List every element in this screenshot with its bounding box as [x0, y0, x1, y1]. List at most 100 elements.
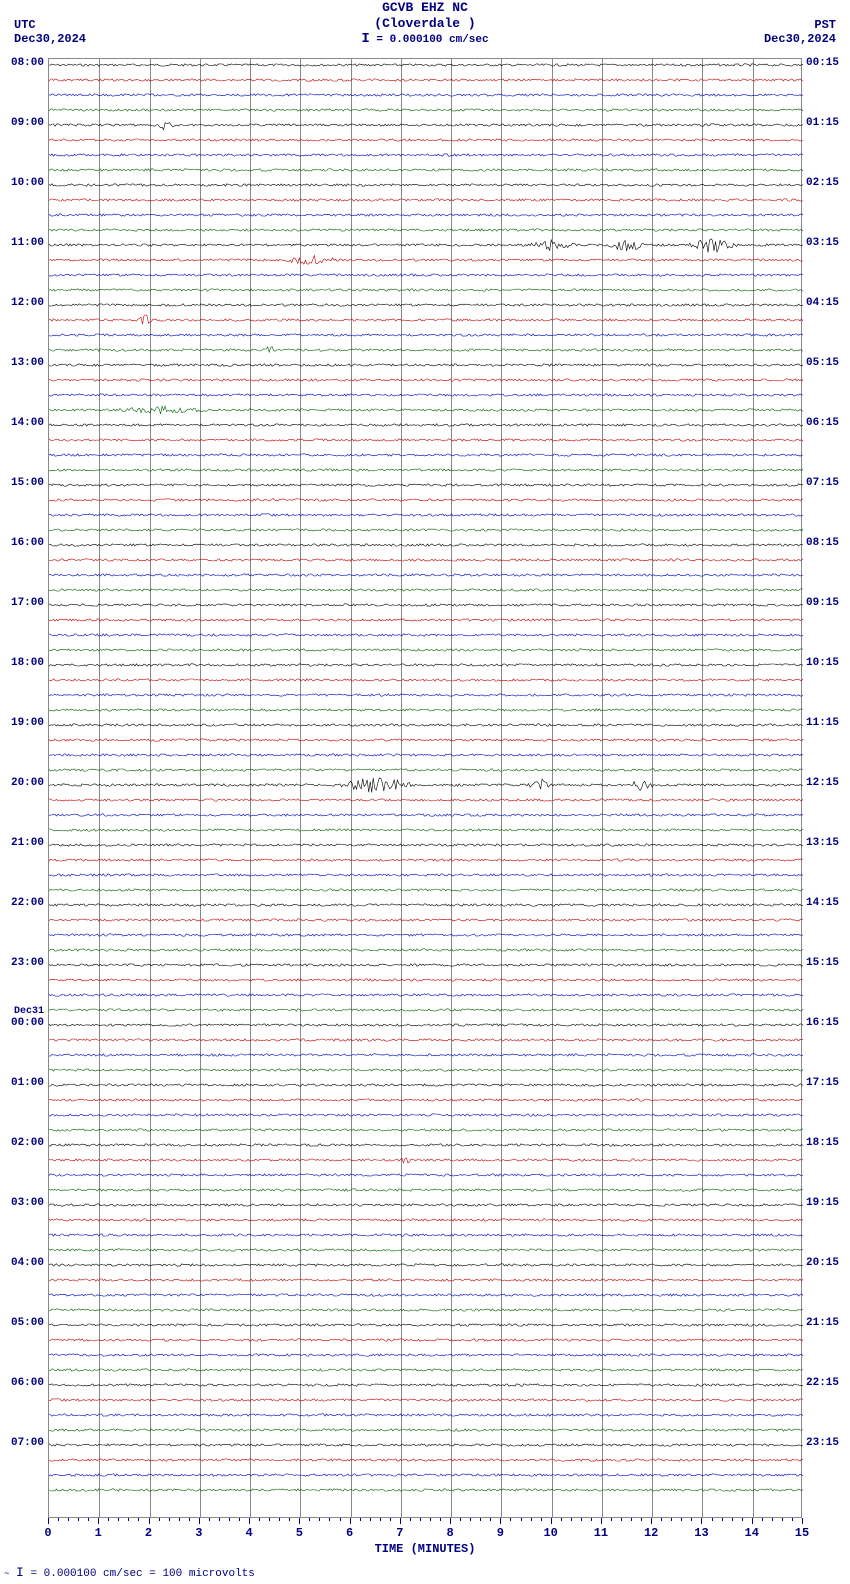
utc-time-label: 03:00: [11, 1197, 44, 1209]
x-tick-label: 5: [296, 1526, 303, 1540]
pst-header: PST Dec30,2024: [764, 18, 836, 47]
utc-time-label: 00:00: [11, 1017, 44, 1029]
pst-time-label: 14:15: [806, 897, 839, 909]
seismogram-plot: [48, 58, 802, 1518]
x-tick-minor: [390, 1518, 391, 1521]
x-tick-minor: [319, 1518, 320, 1521]
x-tick-minor: [782, 1518, 783, 1521]
x-tick: [450, 1518, 451, 1524]
utc-time-label: 12:00: [11, 297, 44, 309]
x-tick-minor: [128, 1518, 129, 1521]
pst-time-label: 09:15: [806, 597, 839, 609]
x-tick-minor: [239, 1518, 240, 1521]
pst-time-label: 16:15: [806, 1017, 839, 1029]
x-tick-minor: [460, 1518, 461, 1521]
x-tick: [802, 1518, 803, 1524]
x-tick-label: 10: [543, 1526, 557, 1540]
x-tick-label: 14: [745, 1526, 759, 1540]
pst-time-label: 18:15: [806, 1137, 839, 1149]
utc-time-label: 09:00: [11, 117, 44, 129]
utc-header: UTC Dec30,2024: [14, 18, 86, 47]
x-tick-minor: [742, 1518, 743, 1521]
x-tick-minor: [671, 1518, 672, 1521]
x-tick-label: 9: [497, 1526, 504, 1540]
x-tick-label: 11: [594, 1526, 608, 1540]
utc-time-label: 21:00: [11, 837, 44, 849]
x-tick-minor: [661, 1518, 662, 1521]
station-code: GCVB EHZ NC: [0, 0, 850, 16]
x-tick-label: 4: [245, 1526, 252, 1540]
x-tick-label: 2: [145, 1526, 152, 1540]
x-tick-minor: [410, 1518, 411, 1521]
utc-time-label: 13:00: [11, 357, 44, 369]
x-tick: [400, 1518, 401, 1524]
x-tick-minor: [631, 1518, 632, 1521]
x-tick-minor: [561, 1518, 562, 1521]
pst-time-label: 00:15: [806, 57, 839, 69]
x-tick-minor: [641, 1518, 642, 1521]
x-tick: [199, 1518, 200, 1524]
station-location: (Cloverdale ): [0, 16, 850, 32]
x-tick-minor: [289, 1518, 290, 1521]
x-tick-minor: [179, 1518, 180, 1521]
x-tick-minor: [722, 1518, 723, 1521]
x-tick-minor: [169, 1518, 170, 1521]
x-tick: [350, 1518, 351, 1524]
pst-time-label: 01:15: [806, 117, 839, 129]
x-tick-label: 8: [447, 1526, 454, 1540]
pst-time-label: 21:15: [806, 1317, 839, 1329]
x-tick-minor: [229, 1518, 230, 1521]
pst-time-label: 22:15: [806, 1377, 839, 1389]
pst-time-label: 12:15: [806, 777, 839, 789]
pst-time-label: 03:15: [806, 237, 839, 249]
x-tick-minor: [541, 1518, 542, 1521]
x-tick-minor: [138, 1518, 139, 1521]
x-tick-minor: [370, 1518, 371, 1521]
x-tick: [299, 1518, 300, 1524]
x-tick: [149, 1518, 150, 1524]
x-tick-label: 7: [396, 1526, 403, 1540]
x-tick: [651, 1518, 652, 1524]
x-tick-minor: [380, 1518, 381, 1521]
x-tick: [48, 1518, 49, 1524]
utc-time-label: 04:00: [11, 1257, 44, 1269]
date-label: Dec31: [14, 1006, 44, 1017]
x-tick-minor: [772, 1518, 773, 1521]
x-tick-minor: [581, 1518, 582, 1521]
scale-indicator: I = 0.000100 cm/sec: [0, 31, 850, 48]
pst-time-labels: 00:1501:1502:1503:1504:1505:1506:1507:15…: [804, 58, 850, 1518]
x-tick-minor: [269, 1518, 270, 1521]
x-tick-minor: [732, 1518, 733, 1521]
x-tick-minor: [189, 1518, 190, 1521]
pst-time-label: 05:15: [806, 357, 839, 369]
x-tick-label: 6: [346, 1526, 353, 1540]
x-tick-minor: [470, 1518, 471, 1521]
pst-time-label: 19:15: [806, 1197, 839, 1209]
x-tick-minor: [420, 1518, 421, 1521]
x-tick-minor: [279, 1518, 280, 1521]
utc-time-label: 18:00: [11, 657, 44, 669]
x-tick: [601, 1518, 602, 1524]
x-tick: [701, 1518, 702, 1524]
utc-time-label: 05:00: [11, 1317, 44, 1329]
x-tick-minor: [681, 1518, 682, 1521]
utc-time-label: 02:00: [11, 1137, 44, 1149]
x-tick-minor: [108, 1518, 109, 1521]
pst-time-label: 17:15: [806, 1077, 839, 1089]
x-tick-minor: [712, 1518, 713, 1521]
x-tick-label: 15: [795, 1526, 809, 1540]
seismic-trace: [49, 1475, 803, 1505]
x-tick-minor: [329, 1518, 330, 1521]
utc-time-label: 10:00: [11, 177, 44, 189]
utc-time-labels: 08:0009:0010:0011:0012:0013:0014:0015:00…: [0, 58, 46, 1518]
utc-time-label: 22:00: [11, 897, 44, 909]
utc-time-label: 17:00: [11, 597, 44, 609]
pst-time-label: 10:15: [806, 657, 839, 669]
pst-time-label: 04:15: [806, 297, 839, 309]
utc-time-label: 14:00: [11, 417, 44, 429]
pst-time-label: 06:15: [806, 417, 839, 429]
x-tick-label: 13: [694, 1526, 708, 1540]
x-axis: TIME (MINUTES) 0123456789101112131415: [48, 1518, 802, 1558]
pst-time-label: 11:15: [806, 717, 839, 729]
x-tick-minor: [510, 1518, 511, 1521]
